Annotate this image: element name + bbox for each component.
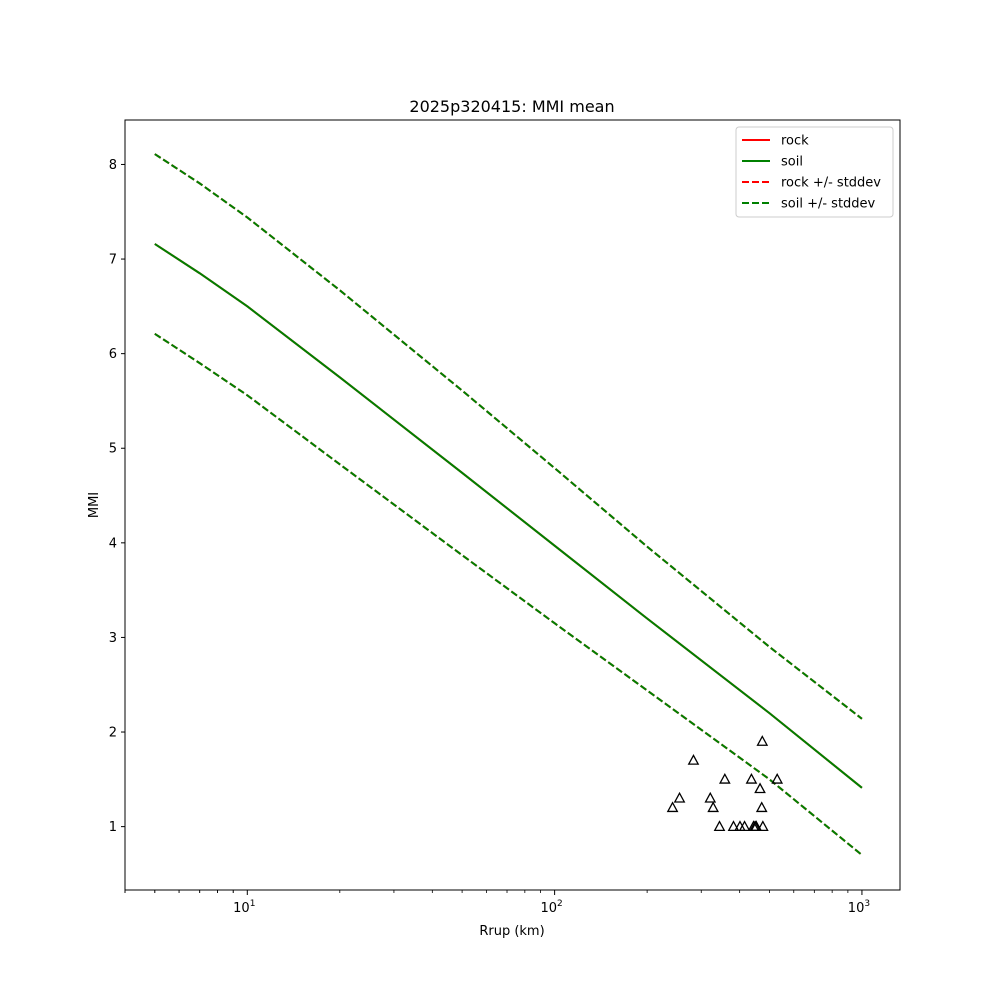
chart-title: 2025p320415: MMI mean <box>409 97 614 116</box>
axes-frame <box>124 119 901 891</box>
y-tick-label: 1 <box>109 820 117 835</box>
series-line-soil-stddev-upper- <box>154 153 863 720</box>
observation-marker <box>687 754 700 765</box>
observation-marker <box>755 801 768 813</box>
y-tick-label: 5 <box>109 442 117 457</box>
x-tick-label: 101 <box>233 899 255 916</box>
observation-marker <box>727 820 740 832</box>
plot-area <box>154 153 863 856</box>
x-tick-label: 102 <box>540 899 562 916</box>
y-axis-label: MMI <box>87 492 102 518</box>
series-group <box>154 153 863 856</box>
observation-marker <box>707 801 720 813</box>
observation-marker <box>738 820 751 832</box>
x-tick-label: 103 <box>848 899 870 916</box>
observation-marker <box>750 820 763 832</box>
series-line-soil <box>154 243 863 789</box>
observation-marker <box>757 820 769 832</box>
x-axis-label: Rrup (km) <box>479 924 544 939</box>
y-tick-label: 6 <box>109 347 117 362</box>
y-tick-label: 3 <box>109 631 117 646</box>
observation-marker <box>745 772 758 784</box>
y-tick-label: 7 <box>109 253 117 268</box>
observation-marker <box>771 772 784 784</box>
observation-marker <box>713 820 726 832</box>
observation-marker <box>704 791 717 803</box>
observation-marker <box>756 735 769 746</box>
y-tick-label: 8 <box>109 158 117 173</box>
legend-label: rock +/- stddev <box>781 176 881 191</box>
legend-label: soil +/- stddev <box>781 197 876 212</box>
observation-marker <box>718 772 731 784</box>
axes: 1 2 3 4 5 6 7 8 101 102 103 <box>109 119 901 916</box>
y-tick-label: 2 <box>109 726 117 741</box>
y-tick-label: 4 <box>109 536 117 551</box>
observation-marker <box>754 782 766 794</box>
observation-marker <box>666 801 679 813</box>
legend-box <box>735 126 894 218</box>
legend: rock soil rock +/- stddev soil +/- stddev <box>735 126 894 218</box>
series-line-soil-stddev-lower- <box>154 332 863 856</box>
legend-label: rock <box>781 134 809 149</box>
legend-label: soil <box>781 155 803 170</box>
observation-marker <box>673 791 686 803</box>
